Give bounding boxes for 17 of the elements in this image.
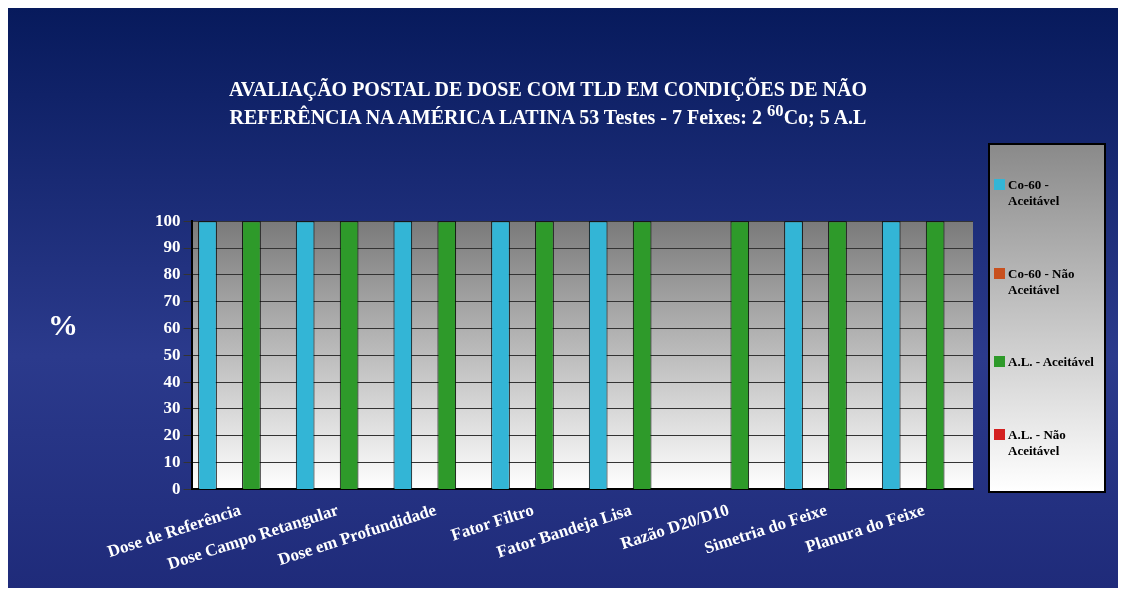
y-tick-label: 10 bbox=[163, 452, 181, 472]
legend-label: A.L. - Não Aceitável bbox=[1008, 426, 1067, 459]
legend-label: A.L. - Aceitável bbox=[1008, 354, 1094, 371]
y-tick-label: 0 bbox=[172, 478, 181, 498]
y-tick-label: 60 bbox=[163, 317, 181, 337]
y-tick-label: 90 bbox=[163, 237, 181, 257]
y-tick-label: 40 bbox=[163, 371, 181, 391]
y-tick-label: 80 bbox=[163, 264, 181, 284]
y-tick-label: 70 bbox=[163, 291, 181, 311]
legend-label: Co-60 - Aceitável bbox=[1008, 177, 1061, 210]
y-tick-label: 30 bbox=[163, 398, 181, 418]
legend-label: Co-60 - Não Aceitável bbox=[1008, 265, 1076, 298]
y-tick-label: 100 bbox=[155, 210, 181, 230]
y-axis-title: % bbox=[48, 308, 78, 342]
y-tick-label: 20 bbox=[163, 425, 181, 445]
chart-title: AVALIAÇÃO POSTAL DE DOSE COM TLD EM CONDIÇÕES DE NÃO REFERÊNCIA NA AMÉRICA LATINA 53 Testes - 7 Feixes: 2 $^{60}$Co; 5 A.L bbox=[227, 78, 869, 129]
y-tick-label: 50 bbox=[163, 344, 181, 364]
